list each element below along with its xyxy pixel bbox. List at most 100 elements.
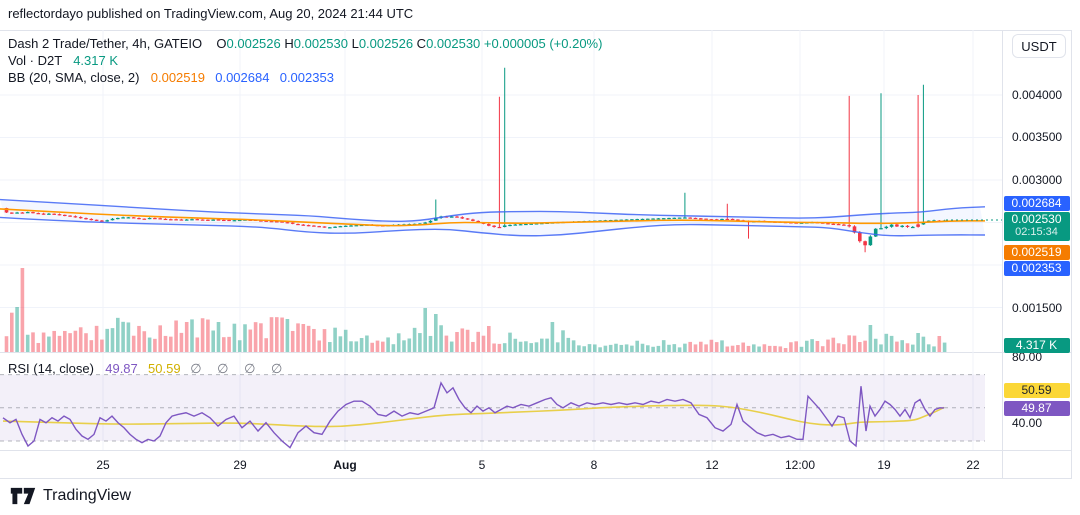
volume-bar: [423, 308, 427, 352]
volume-bar: [815, 340, 820, 352]
volume-bar: [508, 332, 512, 352]
volume-bar: [237, 340, 242, 352]
volume-bar: [232, 323, 237, 352]
volume-bar: [110, 328, 115, 352]
volume-bar: [259, 323, 263, 352]
volume-bar: [672, 344, 677, 352]
volume-bar: [306, 325, 311, 352]
candle-body: [518, 224, 523, 226]
volume-bar: [773, 345, 777, 352]
chart-canvas[interactable]: [0, 30, 1002, 478]
volume-bar: [608, 344, 613, 352]
volume-bar: [322, 329, 327, 352]
volume-bar: [63, 330, 67, 352]
volume-bar: [15, 307, 19, 352]
volume-bar: [725, 346, 730, 352]
pane-separator-rsi[interactable]: [0, 450, 1071, 451]
rsi-legend-row[interactable]: RSI (14, close) 49.87 50.59 ∅ ∅ ∅ ∅: [8, 361, 288, 377]
price-badge: 0.002530 02:15:34: [1003, 212, 1070, 241]
volume-bar: [810, 339, 814, 352]
volume-bar: [41, 332, 46, 352]
volume-bar: [942, 342, 947, 352]
price-axis-border: [1002, 30, 1003, 478]
volume-bar: [471, 341, 475, 352]
volume-bar: [10, 312, 14, 352]
volume-bar: [391, 344, 396, 352]
ohlc-values: O0.002526 H0.002530 L0.002526 C0.002530: [216, 36, 484, 51]
volume-bar: [190, 319, 194, 352]
price-axis-label: 0.003500: [1012, 130, 1063, 144]
time-axis[interactable]: 25 29 Aug 5 8 12 12:00 19 22: [0, 451, 1002, 478]
ohlc-key: H: [284, 36, 294, 51]
candle-body: [624, 219, 629, 221]
volume-bar: [677, 347, 682, 352]
volume-bar: [275, 317, 279, 352]
currency-button[interactable]: USDT: [1012, 34, 1066, 58]
volume-bar: [736, 345, 740, 352]
volume-bar: [52, 330, 56, 352]
volume-bar: [635, 340, 639, 352]
volume-bar: [852, 335, 857, 352]
volume-bar: [349, 341, 353, 352]
candle-body: [714, 219, 719, 221]
time-tick: 5: [478, 458, 486, 472]
volume-bar: [895, 341, 899, 352]
volume-bar: [31, 332, 35, 352]
volume-bar: [20, 268, 25, 352]
volume-bar: [778, 346, 783, 352]
volume-bar: [534, 342, 539, 352]
volume-bar: [481, 335, 486, 352]
candle-body: [672, 217, 677, 219]
volume-bar: [174, 320, 178, 352]
volume-bar: [4, 336, 9, 352]
volume-bar: [487, 326, 491, 352]
volume-bar: [455, 332, 459, 352]
volume-bar: [820, 346, 825, 352]
volume-bar: [169, 336, 173, 352]
volume-bar: [137, 325, 141, 352]
volume-bar: [598, 347, 602, 352]
candle-body: [449, 216, 454, 218]
volume-bar: [529, 343, 533, 352]
ohlc-key: O: [216, 36, 227, 51]
footer-logo[interactable]: TradingView: [10, 486, 131, 506]
volume-bar: [873, 338, 878, 352]
volume-bar: [789, 342, 793, 352]
widget-top-border: [0, 30, 1072, 31]
candle-body: [222, 219, 226, 222]
volume-bar: [89, 340, 94, 352]
candle-body: [725, 218, 730, 221]
candle-body: [269, 221, 274, 223]
volume-bar: [879, 344, 883, 352]
candle-body: [619, 219, 624, 221]
volume-bar: [465, 329, 470, 352]
volume-bar: [762, 344, 767, 352]
volume-bar: [280, 317, 284, 352]
volume-legend-row[interactable]: Vol · D2T 4.317 K: [8, 53, 118, 68]
rsi-ma-line: [2, 404, 945, 428]
volume-bar: [184, 322, 189, 352]
volume-bar: [449, 341, 454, 352]
price-axis[interactable]: USDT 0.004000 0.003500 0.003000 0.001500 80.…: [1002, 30, 1072, 478]
volume-bar: [25, 334, 30, 352]
candle-body: [200, 219, 205, 221]
volume-bar: [656, 345, 661, 352]
volume-bar: [312, 328, 316, 352]
volume-bar: [624, 344, 629, 352]
candle-body: [630, 219, 634, 221]
bb-lower-value: 0.002353: [279, 70, 334, 85]
pane-separator-volume[interactable]: [0, 352, 1071, 353]
rsi-value: 49.87: [105, 361, 138, 376]
symbol-legend-row[interactable]: Dash 2 Trade/Tether, 4h, GATEIO O0.00252…: [8, 36, 602, 51]
price-badge: 4.317 K: [1003, 338, 1070, 353]
volume-bar: [264, 338, 268, 352]
time-tick: 25: [96, 458, 110, 472]
volume-bar: [524, 341, 528, 352]
volume-bar: [826, 339, 830, 352]
rsi-band: [0, 374, 985, 441]
bb-basis-value: 0.002519: [150, 70, 205, 85]
published-line: reflectordayo published on TradingView.c…: [8, 6, 414, 21]
volume-bar: [858, 342, 862, 352]
volume-bar: [767, 345, 772, 352]
bb-legend-row[interactable]: BB (20, SMA, close, 2) 0.002519 0.002684…: [8, 70, 334, 85]
